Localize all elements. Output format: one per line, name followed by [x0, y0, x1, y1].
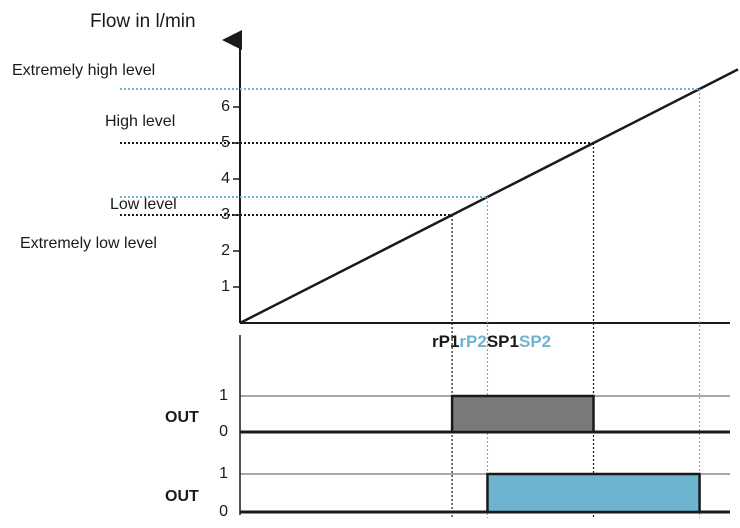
out-tick-label: 0: [219, 503, 228, 520]
out-tick-label: 1: [219, 465, 228, 482]
out-tick-label: 1: [219, 387, 228, 404]
switch-label: SP1: [487, 332, 519, 351]
y-tick-label: 4: [221, 170, 230, 187]
switch-label: rP2: [459, 332, 486, 351]
output-on: [486, 472, 701, 514]
switch-label: rP1: [432, 332, 459, 351]
level-label: High level: [105, 113, 175, 130]
y-tick-label: 2: [221, 242, 230, 259]
flow-line: [239, 68, 739, 325]
level-label: Extremely low level: [20, 235, 157, 252]
y-tick-label: 6: [221, 98, 230, 115]
switch-label: SP2: [519, 332, 551, 351]
out-tick-label: 0: [219, 423, 228, 440]
y-tick-label: 1: [221, 278, 230, 295]
switch-labels: rP1rP2SP1SP2: [432, 332, 551, 351]
level-label: Extremely high level: [12, 62, 155, 79]
output-label: OUT: [165, 488, 199, 505]
output-label: OUT: [165, 409, 199, 426]
output-on: [450, 394, 595, 434]
axis-title: Flow in l/min: [90, 11, 196, 32]
level-label: Low level: [110, 196, 177, 213]
